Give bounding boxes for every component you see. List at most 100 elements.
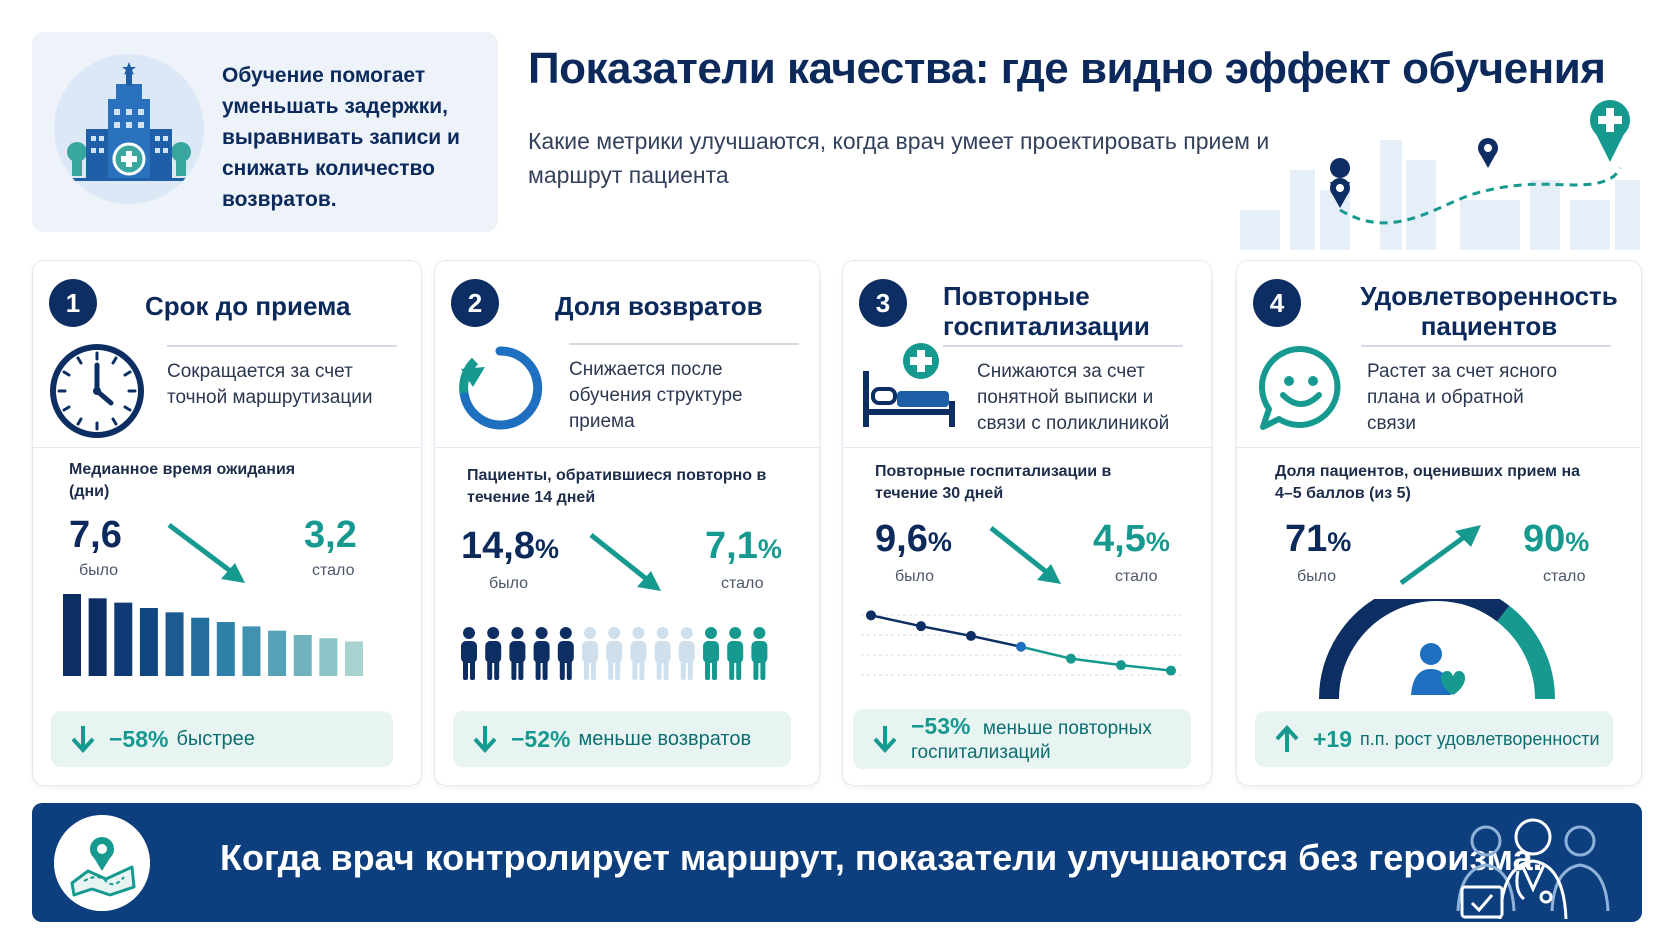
value-before: 7,6 xyxy=(69,514,122,556)
result-badge: −58% быстрее xyxy=(51,711,393,767)
line-segment xyxy=(1020,645,1072,660)
bar xyxy=(345,641,363,676)
bar xyxy=(165,612,184,676)
person-icon xyxy=(509,627,526,680)
route-map-icon xyxy=(1240,100,1640,250)
result-badge: +19 п.п. рост удовлетворенности xyxy=(1255,711,1613,767)
arrow-up-icon xyxy=(1275,725,1299,752)
value-before-unit: % xyxy=(1327,527,1352,557)
metric-label: Пациенты, обратившиеся повторно в течени… xyxy=(467,467,767,506)
line-segment xyxy=(870,614,922,628)
divider xyxy=(569,343,799,345)
gauge-chart xyxy=(1319,599,1555,699)
card-description: Растет за счет ясного плана и обратной с… xyxy=(1367,361,1558,434)
map-pin-icon xyxy=(54,815,150,911)
result-value: −53% xyxy=(911,713,971,739)
data-point xyxy=(916,621,926,632)
line-segment xyxy=(920,624,972,638)
bar xyxy=(293,635,312,676)
person-icon xyxy=(727,627,744,680)
intro-text: Обучение помогает уменьшать задержки, вы… xyxy=(222,64,460,211)
value-before: 71% xyxy=(1285,518,1351,561)
arrow-up-right-icon xyxy=(1399,525,1481,586)
person-icon xyxy=(654,627,671,680)
bar xyxy=(242,626,261,676)
bar xyxy=(114,602,133,676)
value-after-number: 4,5 xyxy=(1093,518,1146,560)
card-number: 3 xyxy=(859,279,907,327)
value-before-number: 14,8 xyxy=(461,525,535,567)
value-before-number: 9,6 xyxy=(875,518,928,560)
metric-label: Повторные госпитализации в течение 30 дн… xyxy=(875,463,1112,502)
value-after-number: 7,1 xyxy=(705,525,758,567)
data-point xyxy=(1166,665,1176,676)
person-icon xyxy=(606,627,623,680)
refresh-icon xyxy=(459,346,543,430)
person-icon xyxy=(582,627,598,680)
arrow-down-right-icon xyxy=(589,533,661,591)
page-title: Показатели качества: где видно эффект об… xyxy=(528,44,1606,93)
patient-heart-icon xyxy=(1411,643,1466,695)
card-description: Снижаются за счет понятной выписки и свя… xyxy=(977,361,1170,434)
result-value: −58% xyxy=(109,725,169,752)
line-chart xyxy=(861,610,1181,676)
value-after: 3,2 xyxy=(304,514,357,556)
value-after-unit: % xyxy=(1145,527,1170,557)
card-number: 2 xyxy=(451,279,499,327)
value-before-number: 71 xyxy=(1285,518,1328,560)
person-icon xyxy=(703,627,719,680)
value-after: 90% xyxy=(1523,518,1589,561)
line-segment xyxy=(1070,657,1122,667)
label-after: стало xyxy=(1115,568,1158,585)
arrow-down-icon xyxy=(71,726,95,753)
value-after-unit: % xyxy=(757,534,782,564)
result-text: п.п. рост удовлетворенности xyxy=(1360,728,1600,749)
person-icon xyxy=(678,627,695,680)
clock-icon xyxy=(50,344,144,438)
page-subtitle: Какие метрики улучшаются, когда врач уме… xyxy=(528,128,1270,188)
card-returns: 2 Доля возвратов Снижается после обучени… xyxy=(434,260,820,786)
banner-text: Когда врач контролирует маршрут, показат… xyxy=(220,837,1543,878)
person-icon xyxy=(751,627,768,680)
divider xyxy=(1361,345,1611,347)
result-text: быстрее xyxy=(176,727,255,750)
person-icon xyxy=(533,627,550,680)
card-number: 4 xyxy=(1253,279,1301,327)
bar xyxy=(191,617,210,676)
smile-chat-icon xyxy=(1258,345,1341,430)
bar xyxy=(216,622,235,676)
divider xyxy=(943,345,1183,347)
card-number: 1 xyxy=(49,279,97,327)
arrow-down-right-icon xyxy=(167,523,245,583)
card-waiting-time: 1 Срок до приема Сокращается за счет точ… xyxy=(32,260,422,786)
hospital-bed-icon xyxy=(863,343,955,427)
people-pictogram xyxy=(461,627,768,680)
label-after: стало xyxy=(312,562,355,579)
arrow-down-right-icon xyxy=(989,526,1061,584)
metric-label: Медианное время ожидания (дни) xyxy=(69,461,296,500)
value-before-unit: % xyxy=(927,527,952,557)
data-point xyxy=(1116,660,1126,671)
metric-label: Доля пациентов, оценивших прием на 4–5 б… xyxy=(1275,463,1580,502)
data-point xyxy=(1016,641,1026,652)
divider xyxy=(33,447,421,448)
value-after-number: 90 xyxy=(1523,518,1566,560)
label-before: было xyxy=(489,575,529,592)
divider xyxy=(435,447,819,448)
bar-chart xyxy=(63,594,363,676)
bottom-banner: Когда врач контролирует маршрут, показат… xyxy=(32,803,1642,922)
label-before: было xyxy=(895,568,935,585)
value-after: 7,1% xyxy=(705,525,782,568)
label-before: было xyxy=(79,562,119,579)
result-value: +19 xyxy=(1313,725,1353,752)
card-title: Доля возвратов xyxy=(555,291,763,321)
label-after: стало xyxy=(1543,568,1586,585)
card-satisfaction: 4 Удовлетворенность пациентов Растет за … xyxy=(1236,260,1642,786)
bar xyxy=(268,630,287,676)
divider xyxy=(843,447,1211,448)
line-segment xyxy=(1120,663,1172,672)
hospital-building-icon xyxy=(54,54,204,204)
card-title: Срок до приема xyxy=(145,291,351,321)
result-text: меньше возвратов xyxy=(578,727,752,750)
bar xyxy=(63,594,81,676)
